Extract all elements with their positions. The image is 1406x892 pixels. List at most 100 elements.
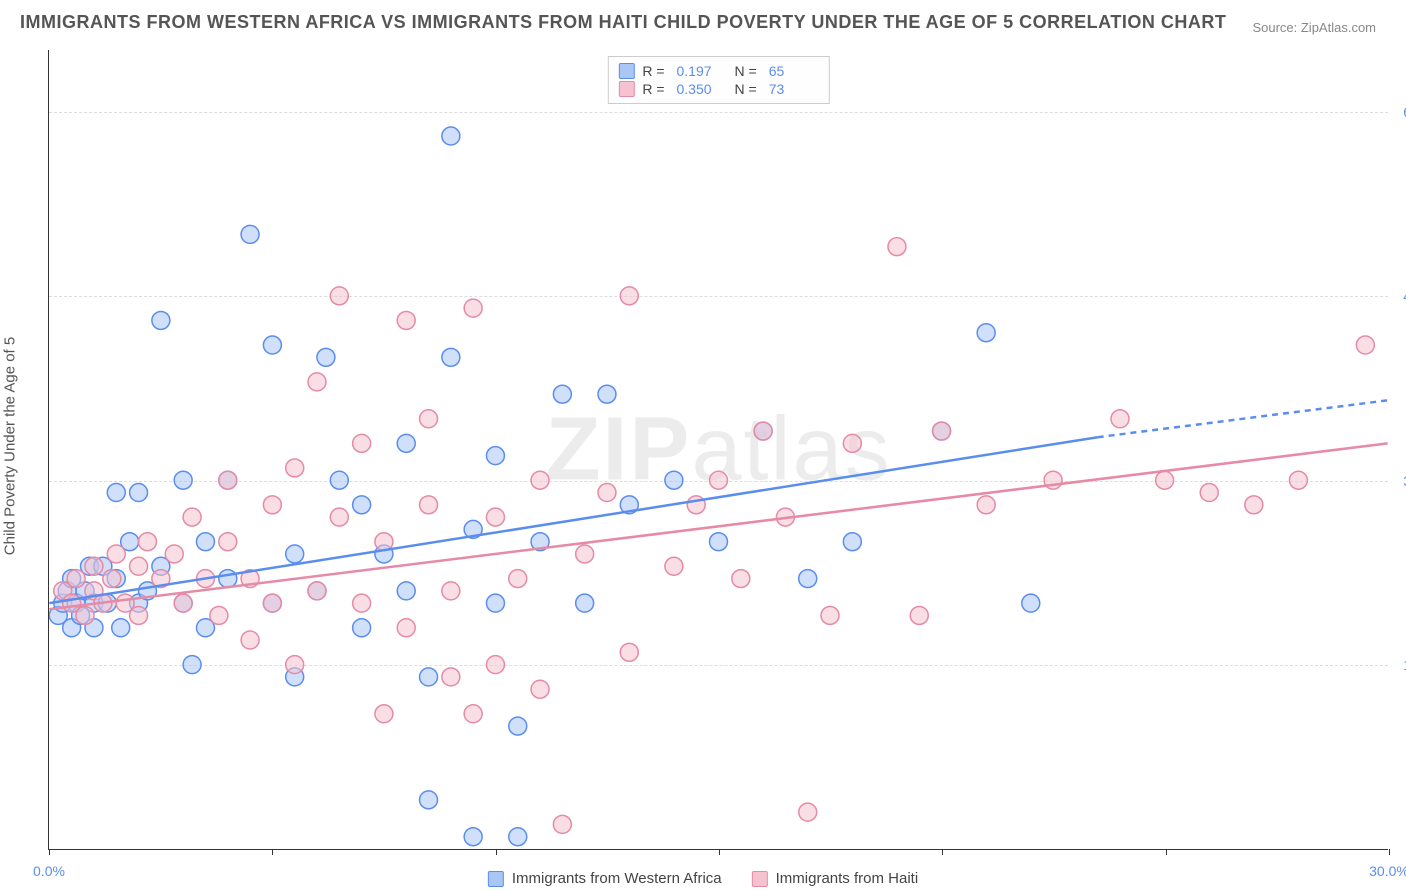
scatter-point — [174, 471, 192, 489]
y-axis-label: Child Poverty Under the Age of 5 — [2, 337, 19, 555]
x-tick-label: 30.0% — [1369, 863, 1406, 879]
scatter-point — [977, 496, 995, 514]
scatter-point — [442, 582, 460, 600]
scatter-point — [486, 447, 504, 465]
plot-svg — [49, 50, 1388, 849]
scatter-point — [241, 225, 259, 243]
swatch-bottom-1 — [488, 871, 504, 887]
scatter-point — [531, 680, 549, 698]
scatter-point — [442, 668, 460, 686]
scatter-point — [420, 496, 438, 514]
scatter-point — [553, 385, 571, 403]
scatter-point — [85, 557, 103, 575]
legend-label-2: Immigrants from Haiti — [776, 870, 919, 887]
scatter-point — [107, 484, 125, 502]
scatter-point — [420, 410, 438, 428]
chart-area: ZIPatlas R = 0.197 N = 65 R = 0.350 N = … — [48, 50, 1388, 850]
scatter-point — [174, 594, 192, 612]
scatter-point — [241, 631, 259, 649]
scatter-point — [107, 545, 125, 563]
scatter-point — [486, 656, 504, 674]
scatter-point — [353, 496, 371, 514]
scatter-point — [1356, 336, 1374, 354]
scatter-point — [442, 127, 460, 145]
scatter-point — [665, 471, 683, 489]
scatter-point — [308, 373, 326, 391]
x-tick — [272, 849, 273, 855]
scatter-point — [620, 287, 638, 305]
legend-stats: R = 0.197 N = 65 R = 0.350 N = 73 — [607, 56, 829, 104]
scatter-point — [196, 533, 214, 551]
scatter-point — [576, 545, 594, 563]
scatter-point — [317, 348, 335, 366]
scatter-point — [598, 385, 616, 403]
legend-label-1: Immigrants from Western Africa — [512, 870, 722, 887]
scatter-point — [799, 803, 817, 821]
scatter-point — [509, 570, 527, 588]
scatter-point — [420, 668, 438, 686]
scatter-point — [1111, 410, 1129, 428]
scatter-point — [76, 606, 94, 624]
x-tick — [1166, 849, 1167, 855]
scatter-point — [397, 434, 415, 452]
legend-item-2: Immigrants from Haiti — [752, 870, 919, 887]
scatter-point — [112, 619, 130, 637]
scatter-point — [375, 705, 393, 723]
scatter-point — [464, 705, 482, 723]
scatter-point — [531, 471, 549, 489]
scatter-point — [263, 496, 281, 514]
scatter-point — [330, 471, 348, 489]
swatch-bottom-2 — [752, 871, 768, 887]
scatter-point — [397, 619, 415, 637]
scatter-point — [353, 434, 371, 452]
scatter-point — [330, 287, 348, 305]
scatter-point — [754, 422, 772, 440]
scatter-point — [103, 570, 121, 588]
scatter-point — [710, 471, 728, 489]
scatter-point — [1022, 594, 1040, 612]
scatter-point — [710, 533, 728, 551]
x-tick — [496, 849, 497, 855]
x-tick — [719, 849, 720, 855]
r-value-2: 0.350 — [677, 81, 727, 97]
scatter-point — [732, 570, 750, 588]
scatter-point — [665, 557, 683, 575]
scatter-point — [397, 311, 415, 329]
scatter-point — [598, 484, 616, 502]
scatter-point — [576, 594, 594, 612]
swatch-series-2 — [618, 81, 634, 97]
scatter-point — [210, 606, 228, 624]
scatter-point — [620, 643, 638, 661]
regression-line-extrapolated — [1098, 400, 1388, 437]
legend-bottom: Immigrants from Western Africa Immigrant… — [488, 870, 918, 887]
scatter-point — [486, 508, 504, 526]
n-value-2: 73 — [769, 81, 819, 97]
scatter-point — [286, 545, 304, 563]
scatter-point — [130, 606, 148, 624]
scatter-point — [420, 791, 438, 809]
scatter-point — [353, 619, 371, 637]
scatter-point — [263, 594, 281, 612]
scatter-point — [397, 582, 415, 600]
n-label: N = — [735, 63, 757, 79]
regression-line — [49, 437, 1097, 603]
scatter-point — [219, 533, 237, 551]
scatter-point — [464, 299, 482, 317]
x-tick-label: 0.0% — [33, 863, 65, 879]
scatter-point — [138, 533, 156, 551]
r-label: R = — [642, 81, 664, 97]
scatter-point — [330, 508, 348, 526]
scatter-point — [165, 545, 183, 563]
x-tick — [942, 849, 943, 855]
scatter-point — [843, 533, 861, 551]
x-tick — [49, 849, 50, 855]
scatter-point — [977, 324, 995, 342]
scatter-point — [308, 582, 326, 600]
n-value-1: 65 — [769, 63, 819, 79]
regression-line — [49, 443, 1387, 609]
legend-item-1: Immigrants from Western Africa — [488, 870, 722, 887]
legend-stats-row-1: R = 0.197 N = 65 — [618, 63, 818, 79]
scatter-point — [1200, 484, 1218, 502]
scatter-point — [183, 508, 201, 526]
scatter-point — [464, 828, 482, 846]
